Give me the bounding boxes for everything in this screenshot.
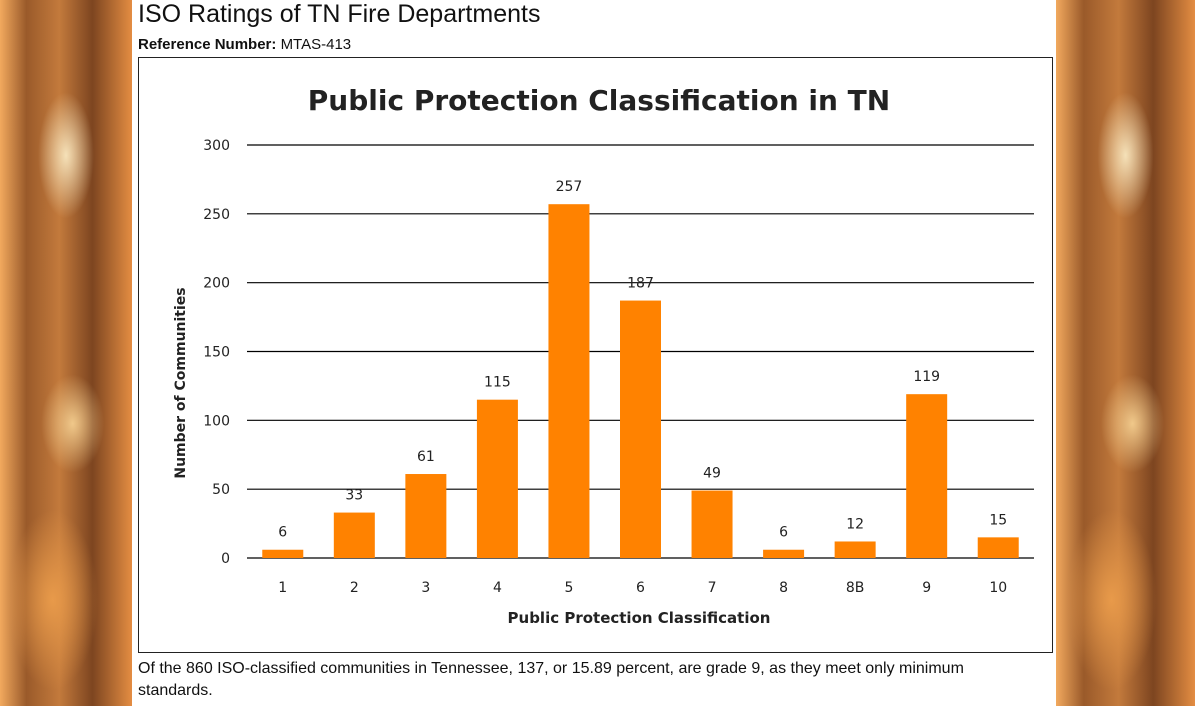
- y-tick-label-50: 50: [212, 482, 230, 498]
- y-axis-label: Number of Communities: [173, 287, 189, 478]
- bar-1: [262, 549, 304, 558]
- bar-10: [977, 537, 1019, 558]
- bar-9: [906, 394, 948, 558]
- bar-5: [548, 204, 590, 559]
- data-label-1: 6: [278, 525, 287, 541]
- data-label-9: 119: [913, 369, 940, 385]
- bar-6: [620, 300, 661, 558]
- bar-chart: Public Protection Classification in TN 0…: [173, 84, 1034, 627]
- reference-value: MTAS-413: [280, 36, 352, 53]
- chart-container: Public Protection Classification in TN 0…: [138, 57, 1053, 653]
- x-tick-label-3: 3: [421, 580, 430, 596]
- x-tick-label-10: 10: [989, 580, 1007, 596]
- data-label-5: 257: [556, 179, 583, 195]
- y-tick-label-150: 150: [203, 345, 230, 361]
- x-tick-label-1: 1: [278, 580, 287, 596]
- y-tick-label-0: 0: [221, 551, 230, 567]
- caption-text: Of the 860 ISO-classified communities in…: [138, 660, 964, 699]
- bar-3: [405, 474, 447, 558]
- x-tick-label-7: 7: [708, 580, 717, 596]
- bar-8: [763, 549, 805, 558]
- data-label-3: 61: [417, 449, 435, 465]
- data-label-7: 49: [703, 466, 721, 482]
- data-label-2: 33: [345, 488, 363, 504]
- chart-title: Public Protection Classification in TN: [308, 84, 890, 117]
- x-tick-label-2: 2: [350, 580, 359, 596]
- bars: 6 33 61 115 257 187 49 6 12 119 15: [262, 179, 1019, 559]
- left-decorative-border: [0, 0, 132, 706]
- x-tick-label-8B: 8B: [846, 580, 865, 596]
- y-tick-label-250: 250: [203, 207, 230, 223]
- bar-8B: [834, 541, 876, 558]
- x-tick-label-6: 6: [636, 580, 645, 596]
- reference-label: Reference Number:: [138, 36, 277, 53]
- y-tick-label-200: 200: [203, 276, 230, 292]
- main-content: ISO Ratings of TN Fire Departments Refer…: [132, 0, 1056, 706]
- page-title: ISO Ratings of TN Fire Departments: [138, 0, 541, 28]
- x-tick-label-8: 8: [779, 580, 788, 596]
- y-tick-label-300: 300: [203, 138, 230, 154]
- x-tick-labels: 1 2 3 4 5 6 7 8 8B 9 10: [278, 580, 1007, 596]
- bar-4: [476, 399, 518, 558]
- x-tick-label-4: 4: [493, 580, 502, 596]
- x-tick-label-9: 9: [922, 580, 931, 596]
- y-tick-label-100: 100: [203, 413, 230, 429]
- data-label-4: 115: [484, 375, 511, 391]
- x-tick-label-5: 5: [564, 580, 573, 596]
- y-tick-labels: 0 50 100 150 200 250 300: [203, 138, 230, 567]
- reference-number: Reference Number: MTAS-413: [138, 36, 351, 53]
- bar-7: [691, 490, 733, 558]
- data-label-8: 6: [779, 525, 788, 541]
- x-axis-label: Public Protection Classification: [508, 609, 771, 627]
- data-label-8B: 12: [846, 516, 864, 532]
- data-label-6: 187: [627, 276, 654, 292]
- bar-2: [333, 512, 375, 558]
- data-label-10: 15: [989, 512, 1007, 528]
- right-decorative-border: [1056, 0, 1195, 706]
